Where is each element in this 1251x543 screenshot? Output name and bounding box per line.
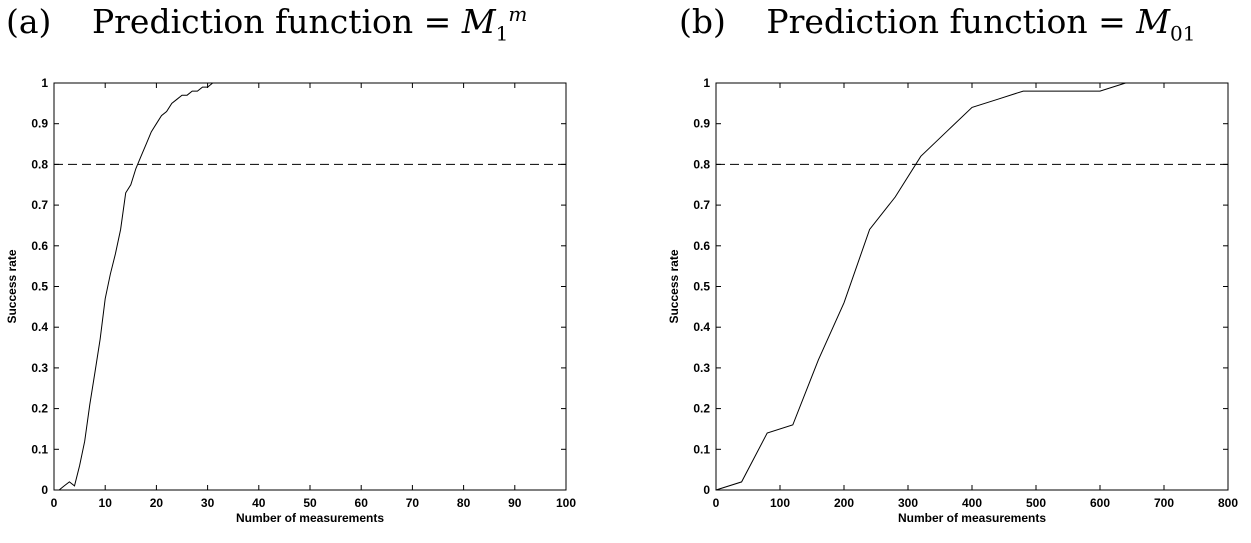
x-tick-label-a: 60: [355, 496, 369, 510]
data-series-line-b: [715, 82, 1126, 491]
x-tick-label-a: 80: [457, 496, 471, 510]
x-tick-label-b: 500: [1026, 496, 1046, 510]
x-tick-label-a: 20: [150, 496, 164, 510]
y-tick-label-b: 0.4: [693, 320, 710, 334]
chart-panel-b: (b) Prediction function = M01 0 100 200 300…: [625, 0, 1251, 538]
chart-svg-a: 0 10 20 30 40 50 60 70 80 90 100 0 0.1 0.2 0.3 0.4 0.5 0.…: [5, 76, 576, 525]
x-tick-label-a: 100: [556, 496, 576, 510]
y-tick-label-b: 0: [703, 483, 710, 497]
y-tick-label-a: 0.5: [31, 280, 48, 294]
x-tick-label-b: 800: [1218, 496, 1238, 510]
x-tick-label-a: 40: [252, 496, 266, 510]
y-axis-label-a: Success rate: [5, 249, 19, 323]
plot-frame-b: [715, 82, 1229, 491]
y-tick-label-a: 0.1: [31, 442, 48, 456]
x-tick-label-b: 400: [962, 496, 982, 510]
y-tick-label-b: 0.2: [693, 402, 710, 416]
x-tick-label-a: 50: [303, 496, 317, 510]
title-symbol-a: M1m: [461, 2, 528, 46]
y-axis-label-b: Success rate: [667, 249, 681, 323]
y-tick-label-a: 0.4: [31, 320, 48, 334]
x-tick-label-b: 100: [770, 496, 790, 510]
y-tick-label-a: 0.7: [31, 198, 48, 212]
chart-title-a: (a) Prediction function = M1m: [6, 2, 527, 46]
x-tick-label-a: 0: [51, 496, 58, 510]
y-tick-label-a: 1: [41, 76, 48, 90]
y-tick-label-b: 0.8: [693, 157, 710, 171]
x-tick-label-a: 10: [99, 496, 113, 510]
y-tick-label-a: 0.9: [31, 117, 48, 131]
x-axis-label-b: Number of measurements: [898, 511, 1046, 525]
y-tick-label-a: 0.6: [31, 239, 48, 253]
x-tick-label-b: 700: [1154, 496, 1174, 510]
y-tick-label-b: 0.3: [693, 361, 710, 375]
x-tick-label-a: 90: [508, 496, 522, 510]
x-tick-label-a: 70: [406, 496, 420, 510]
plot-frame-a: [53, 82, 567, 491]
y-tick-label-b: 0.9: [693, 117, 710, 131]
y-tick-label-b: 1: [703, 76, 710, 90]
x-tick-label-b: 600: [1090, 496, 1110, 510]
x-tick-label-a: 30: [201, 496, 215, 510]
title-text-a: Prediction function =: [91, 2, 452, 41]
chart-panel-a: (a) Prediction function = M1m 0 10 20 30 40 5…: [0, 0, 625, 538]
title-symbol-b: M01: [1136, 2, 1196, 46]
y-tick-label-b: 0.1: [693, 442, 710, 456]
y-tick-label-a: 0: [41, 483, 48, 497]
chart-svg-b: 0 100 200 300 400 500 600 700 800 0 0.1 0.2 0.3 0.4 0.…: [667, 76, 1238, 525]
chart-title-b: (b) Prediction function = M01: [679, 2, 1196, 46]
panel-label-a: (a): [6, 2, 52, 41]
y-tick-label-b: 0.6: [693, 239, 710, 253]
x-tick-label-b: 200: [834, 496, 854, 510]
x-tick-label-b: 300: [898, 496, 918, 510]
y-tick-label-a: 0.8: [31, 157, 48, 171]
y-tick-label-b: 0.5: [693, 280, 710, 294]
x-axis-label-a: Number of measurements: [236, 511, 384, 525]
y-tick-label-a: 0.2: [31, 402, 48, 416]
data-series-line-a: [58, 82, 218, 491]
y-tick-label-a: 0.3: [31, 361, 48, 375]
title-text-b: Prediction function =: [766, 2, 1126, 41]
panel-label-b: (b): [679, 2, 726, 41]
y-tick-label-b: 0.7: [693, 198, 710, 212]
x-tick-label-b: 0: [713, 496, 720, 510]
